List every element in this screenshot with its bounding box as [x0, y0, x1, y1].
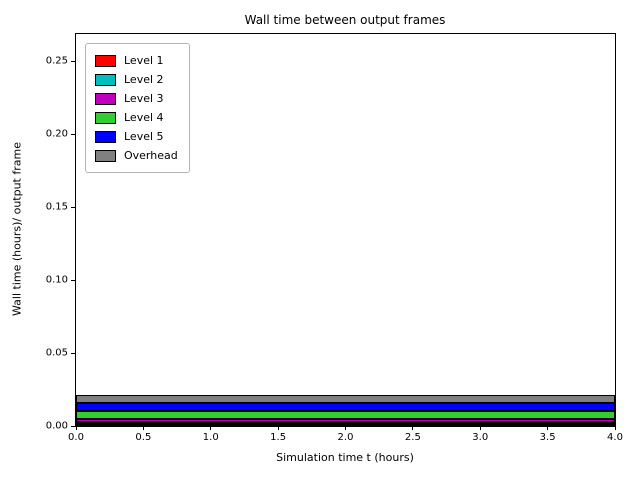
- legend-label: Level 2: [124, 73, 164, 86]
- x-tick-mark: [142, 426, 144, 430]
- y-tick-label: 0.15: [45, 201, 68, 213]
- x-tick-label: 3.0: [472, 432, 489, 443]
- x-tick-label: 3.5: [539, 432, 556, 443]
- legend-label: Level 4: [124, 111, 164, 124]
- legend-swatch-icon: [95, 111, 116, 124]
- legend-swatch-icon: [95, 54, 116, 67]
- legend-row-level-4: Level 4: [95, 108, 178, 127]
- stack-band-level-1: [76, 423, 615, 426]
- plot-area: Level 1 Level 2 Level 3 Level 4 Level 5 Overh…: [46, 33, 623, 443]
- y-tick-mark: [71, 425, 75, 427]
- legend-swatch-icon: [95, 92, 116, 105]
- legend-row-level-1: Level 1: [95, 51, 178, 70]
- x-tick-mark: [277, 426, 279, 430]
- x-tick-label: 1.5: [270, 432, 287, 443]
- y-tick-mark: [71, 133, 75, 135]
- x-tick-mark: [412, 426, 414, 430]
- legend-swatch-icon: [95, 149, 116, 162]
- y-tick-label: 0.20: [45, 128, 68, 140]
- stack-band-level-4: [76, 411, 615, 420]
- legend-label: Level 3: [124, 92, 164, 105]
- stack-band-level-2: [76, 421, 615, 424]
- y-tick-label: 0.05: [45, 347, 68, 359]
- legend-label: Level 5: [124, 130, 164, 143]
- legend-label: Level 1: [124, 54, 164, 67]
- x-tick-label: 1.0: [202, 432, 219, 443]
- legend-label: Overhead: [124, 149, 178, 162]
- stack-band-level-3: [76, 419, 615, 422]
- legend-row-level-3: Level 3: [95, 89, 178, 108]
- y-tick-mark: [71, 352, 75, 354]
- x-tick-mark: [345, 426, 346, 430]
- stack-band-level-5: [76, 402, 615, 412]
- y-tick-mark: [71, 206, 75, 208]
- x-tick-label: 0.0: [68, 432, 84, 443]
- x-tick-label: 2.5: [404, 432, 421, 443]
- legend: Level 1 Level 2 Level 3 Level 4 Level 5 Overh…: [85, 43, 190, 173]
- legend-row-overhead: Overhead: [95, 146, 178, 165]
- x-tick-mark: [210, 426, 212, 430]
- x-tick-mark: [479, 426, 481, 430]
- x-tick-label: 2.0: [337, 432, 354, 443]
- y-axis-label: Wall time (hours)/ output frame: [10, 142, 24, 316]
- y-tick-mark: [71, 279, 75, 281]
- x-tick-label: 4.0: [607, 432, 623, 443]
- legend-row-level-2: Level 2: [95, 70, 178, 89]
- stack-band-overhead: [76, 395, 615, 403]
- chart-title: Wall time between output frames: [244, 13, 446, 27]
- x-axis-label: Simulation time t (hours): [276, 451, 414, 464]
- y-tick-label: 0.10: [45, 274, 68, 286]
- y-tick-label: 0.00: [45, 420, 68, 432]
- y-tick-mark: [71, 60, 75, 62]
- x-tick-label: 0.5: [135, 432, 152, 443]
- legend-row-level-5: Level 5: [95, 127, 178, 146]
- x-tick-mark: [614, 426, 616, 430]
- x-tick-mark: [75, 426, 77, 430]
- legend-swatch-icon: [95, 73, 116, 86]
- legend-swatch-icon: [95, 130, 116, 143]
- x-tick-mark: [547, 426, 549, 430]
- y-tick-label: 0.25: [45, 55, 68, 67]
